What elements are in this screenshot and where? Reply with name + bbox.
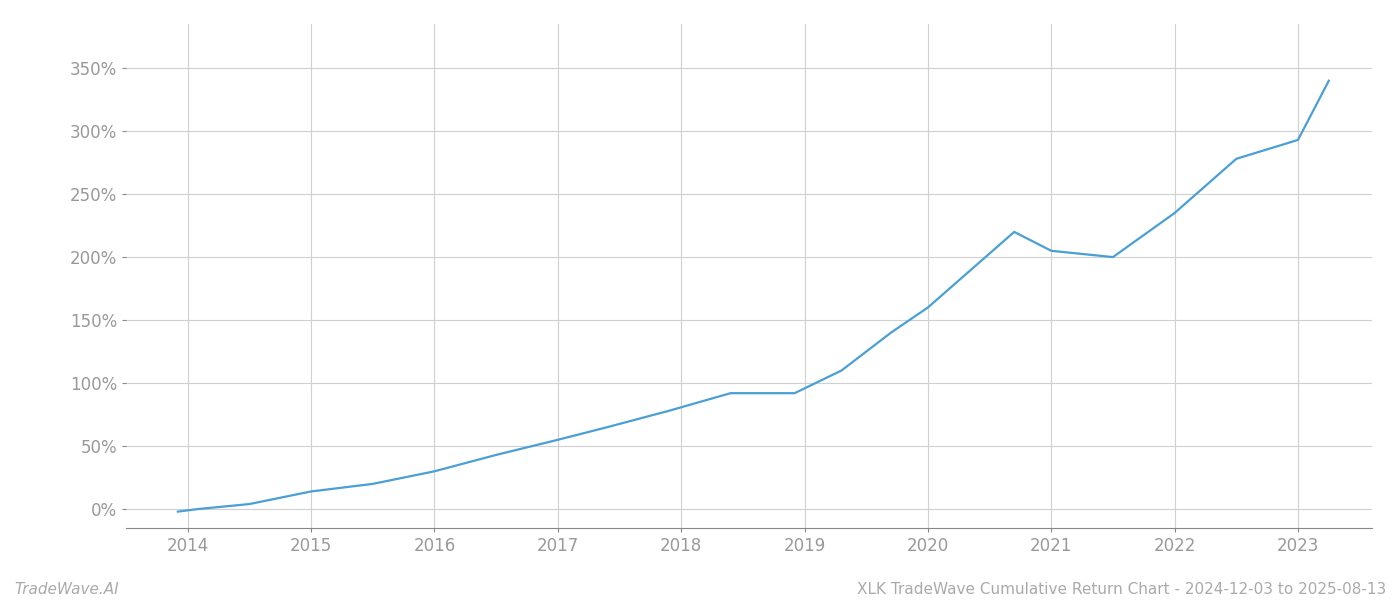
Text: XLK TradeWave Cumulative Return Chart - 2024-12-03 to 2025-08-13: XLK TradeWave Cumulative Return Chart - … (857, 582, 1386, 597)
Text: TradeWave.AI: TradeWave.AI (14, 582, 119, 597)
